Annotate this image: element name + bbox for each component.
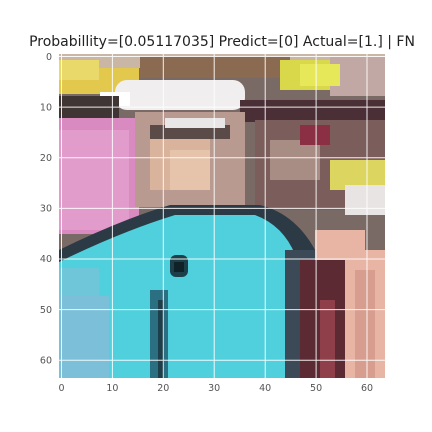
grid-lines: [59, 54, 385, 378]
x-tick-label: 30: [208, 383, 220, 394]
x-tick-label: 10: [106, 383, 118, 394]
y-tick-label: 20: [40, 153, 52, 164]
x-tick-label: 40: [259, 383, 271, 394]
plot-title: Probabillity=[0.05117035] Predict=[0] Ac…: [29, 34, 415, 50]
x-tick-label: 0: [58, 383, 64, 394]
x-tick-label: 60: [361, 383, 373, 394]
y-tick-label: 10: [40, 103, 52, 114]
y-tick-label: 0: [46, 52, 52, 63]
x-tick-label: 20: [157, 383, 169, 394]
y-axis: 0 10 20 30 40 50 60: [40, 52, 52, 367]
y-tick-label: 40: [40, 254, 52, 265]
y-tick-label: 30: [40, 204, 52, 215]
x-axis: 0 10 20 30 40 50 60: [58, 383, 373, 394]
y-tick-label: 60: [40, 356, 52, 367]
x-tick-label: 50: [310, 383, 322, 394]
pixelated-photo: [59, 54, 385, 378]
y-tick-label: 50: [40, 305, 52, 316]
image-plot: [59, 54, 385, 378]
